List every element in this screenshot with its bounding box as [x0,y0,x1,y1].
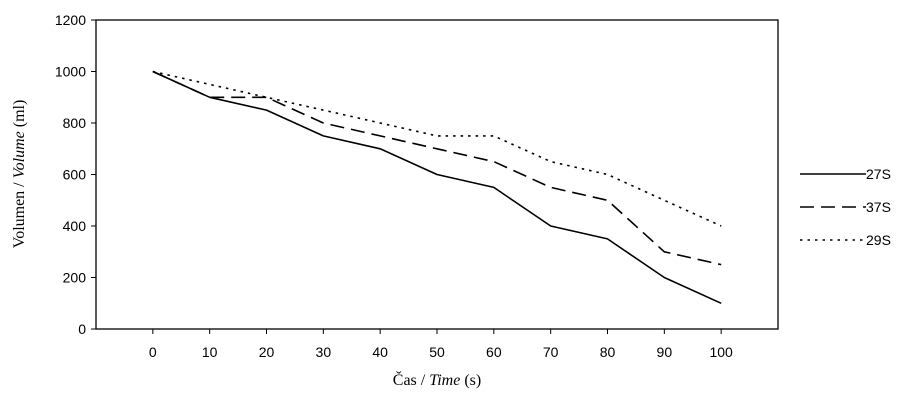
x-tick-label: 30 [316,344,332,360]
x-tick-label: 10 [202,344,218,360]
y-axis-ticks: 0 200 400 600 800 1000 1200 [55,12,96,337]
y-axis-title-italic: Volume [11,131,28,178]
x-axis-title: Čas / Time (s) [393,370,481,389]
series-line-27S [152,70,722,305]
x-tick-label: 50 [429,344,445,360]
y-tick-label: 800 [63,115,87,131]
legend: 27S 37S 29S [800,166,891,248]
x-tick-label: 60 [486,344,502,360]
x-tick-label: 40 [372,344,388,360]
x-axis-ticks: 0 10 20 30 40 50 60 70 80 90 100 [149,329,733,360]
series-line-29S [152,70,722,227]
y-axis-title: Volumen / Volume (ml) [11,100,28,249]
y-tick-label: 0 [78,321,86,337]
x-tick-label: 100 [709,344,733,360]
x-tick-label: 70 [543,344,559,360]
legend-label-37S: 37S [866,199,891,215]
y-tick-label: 600 [63,167,87,183]
y-tick-label: 1200 [55,12,86,28]
legend-label-29S: 29S [866,232,891,248]
x-tick-label: 0 [149,344,157,360]
y-axis-title-plain: Volumen / [11,178,28,248]
x-tick-label: 20 [259,344,275,360]
x-tick-label: 80 [600,344,616,360]
y-tick-label: 400 [63,218,87,234]
legend-label-27S: 27S [866,166,891,182]
x-tick-label: 90 [657,344,673,360]
x-axis-title-unit: (s) [460,372,481,389]
x-axis-title-plain: Čas / [393,370,429,389]
series-line-37S [152,70,722,266]
y-tick-label: 1000 [55,64,86,80]
x-axis-title-italic: Time [429,372,460,389]
y-tick-label: 200 [63,270,87,286]
series-lines [152,70,722,305]
y-axis-title-unit: (ml) [11,100,28,132]
